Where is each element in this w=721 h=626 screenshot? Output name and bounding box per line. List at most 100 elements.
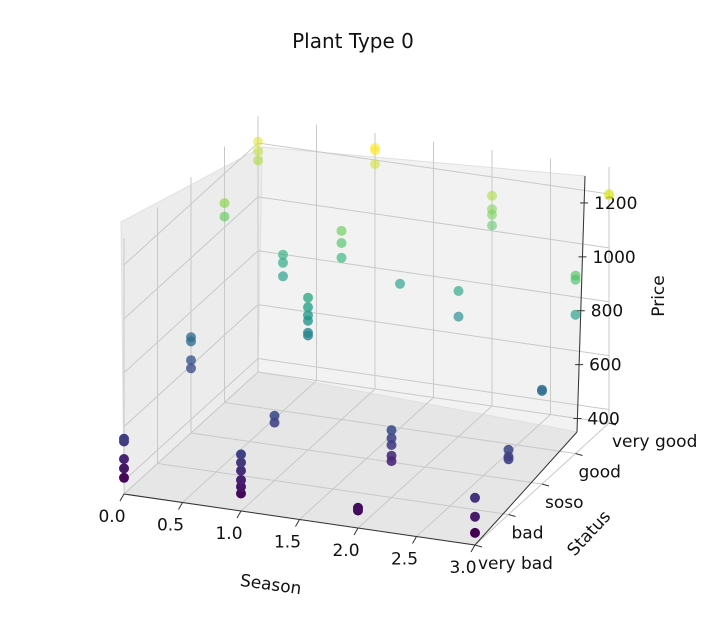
scatter-point: [537, 386, 547, 396]
z-tick-label: 800: [591, 302, 623, 322]
scatter-point: [487, 204, 497, 215]
x-tick-label: 1.5: [274, 533, 301, 553]
y-grid-line: [257, 371, 610, 424]
x-axis-title: Season: [239, 571, 303, 599]
y-tick-label: soso: [545, 493, 584, 513]
grid-lines: [123, 116, 610, 546]
y-tick-mark: [508, 514, 516, 517]
y-tick-mark: [474, 544, 483, 548]
x-tick-label: 3.0: [449, 558, 476, 578]
scatter-point: [570, 270, 581, 281]
scatter-point: [278, 271, 288, 282]
scatter-point: [386, 440, 397, 450]
x-tick-label: 2.0: [332, 541, 359, 561]
scatter-point: [303, 330, 313, 341]
z-tick-label: 600: [589, 356, 621, 376]
z-grid-line: [257, 196, 610, 249]
y-tick-mark: [608, 422, 617, 426]
scatter-point: [453, 311, 464, 322]
scatter-point: [119, 472, 129, 483]
x-tick-mark: [295, 519, 300, 527]
scatter-point: [370, 159, 380, 169]
axes-panes: [120, 146, 586, 546]
scatter-point: [303, 292, 313, 303]
y-tick-label: very bad: [478, 554, 553, 574]
z-tick-label: 1000: [592, 248, 635, 268]
x-tick-mark: [236, 510, 242, 519]
y-tick-label: bad: [512, 524, 544, 544]
z-axis-title: Price: [649, 275, 669, 316]
scatter-point: [453, 286, 464, 296]
y-axis-title: Status: [564, 507, 616, 560]
scatter-point: [278, 257, 288, 268]
x-tick-mark: [412, 536, 417, 544]
scatter-point: [253, 136, 263, 147]
z-grid-line: [257, 358, 610, 411]
scatter-point: [395, 278, 405, 289]
scatter-point: [487, 220, 497, 231]
scatter-point: [353, 502, 363, 513]
x-tick-mark: [353, 527, 359, 536]
y-tick-mark: [575, 453, 583, 456]
scatter-point: [370, 142, 380, 153]
x-tick-label: 1.0: [215, 524, 242, 544]
x-tick-label: 0.0: [98, 507, 125, 527]
x-tick-label: 0.5: [157, 516, 184, 536]
scatter-point: [219, 198, 230, 209]
scatter-point: [119, 463, 129, 474]
scatter-point: [186, 336, 196, 347]
y-grid-line: [224, 402, 576, 454]
scatter-point: [303, 310, 313, 321]
scatter-point: [470, 492, 480, 503]
x-tick-mark: [178, 502, 183, 510]
y-axis-line: [474, 431, 578, 546]
scatter-point: [253, 146, 263, 156]
scatter-point: [119, 454, 129, 464]
scatter-point: [236, 475, 246, 485]
x-tick-label: 2.5: [391, 550, 418, 570]
scatter-point: [336, 252, 347, 263]
scatter-point: [386, 456, 397, 467]
scatter-point: [186, 363, 196, 374]
scatter-point: [336, 225, 347, 236]
scatter-point: [470, 511, 480, 522]
scatter-point: [236, 465, 246, 476]
chart-title: Plant Type 0: [292, 29, 414, 53]
scatter-point: [186, 355, 196, 366]
z-grid-line: [123, 196, 259, 320]
z-grid-line: [257, 142, 610, 195]
z-grid-line: [257, 304, 610, 357]
z-grid-line: [123, 142, 259, 266]
scatter-point: [236, 449, 246, 460]
scatter-point: [604, 188, 614, 199]
scatter-point: [470, 527, 480, 538]
y-grid-line: [190, 432, 543, 485]
y-tick-label: very good: [612, 432, 697, 452]
x-tick-mark: [119, 493, 125, 502]
tick-marks: [119, 202, 617, 553]
y-tick-mark: [541, 483, 550, 487]
x-tick-mark: [470, 544, 476, 553]
scatter-point: [119, 433, 129, 444]
scatter-point: [487, 190, 497, 201]
z-tick-label: 1200: [594, 194, 637, 214]
scatter-point: [269, 417, 280, 428]
scatter-point: [336, 238, 347, 248]
scatter-point: [386, 425, 397, 436]
scatter-point: [503, 454, 514, 465]
scatter-point: [219, 211, 230, 222]
z-axis-line: [576, 175, 586, 433]
z-grid-line: [123, 250, 259, 374]
scatter-point: [253, 155, 263, 166]
scatter-point: [278, 249, 288, 260]
scatter-point: [570, 309, 581, 320]
z-grid-line: [123, 358, 259, 481]
y-grid-line: [157, 463, 509, 515]
z-grid-line: [257, 250, 610, 303]
scatter-point: [303, 302, 313, 313]
y-tick-label: good: [579, 463, 621, 483]
scatter-point: [236, 457, 246, 468]
z-tick-label: 400: [587, 410, 619, 430]
